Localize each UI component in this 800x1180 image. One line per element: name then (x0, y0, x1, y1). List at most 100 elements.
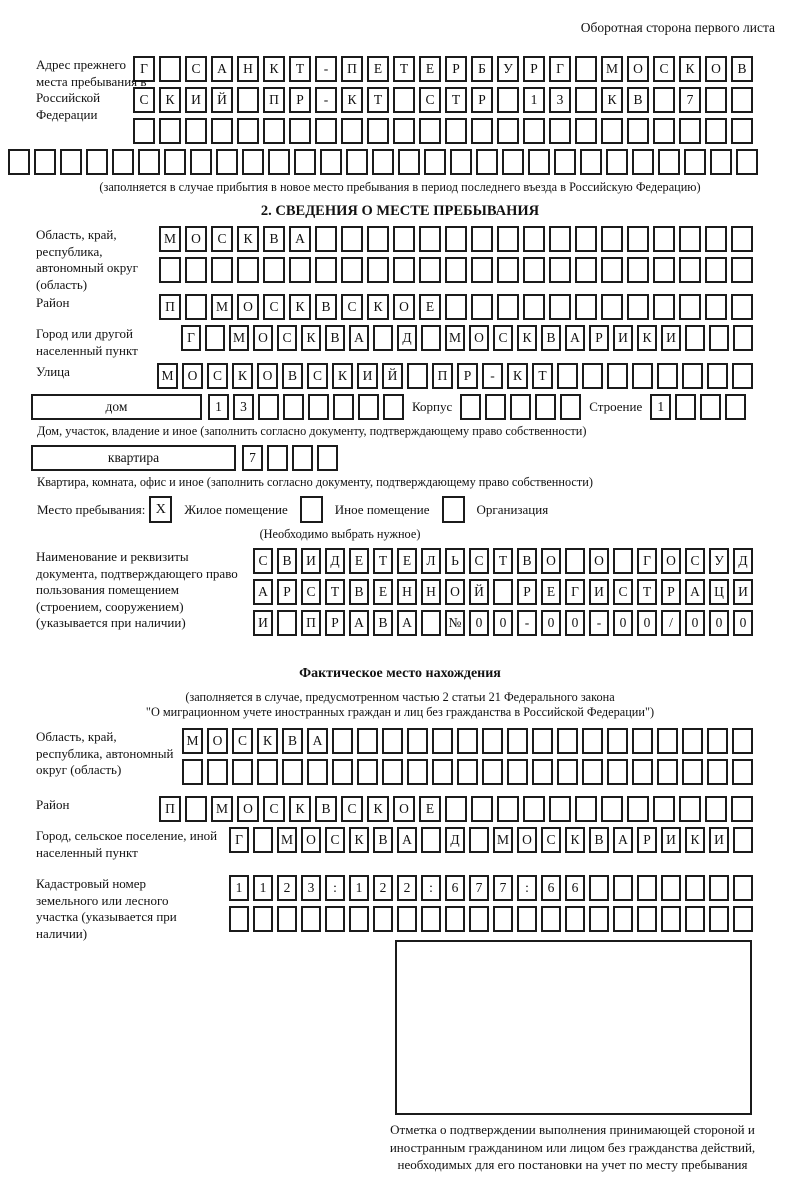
char-box[interactable]: Т (393, 56, 415, 82)
confirmation-stamp-box[interactable] (395, 940, 752, 1115)
char-box[interactable] (528, 149, 550, 175)
char-box[interactable]: У (497, 56, 519, 82)
char-box[interactable] (349, 906, 369, 932)
char-box[interactable] (613, 548, 633, 574)
char-box[interactable]: П (432, 363, 453, 389)
char-box[interactable] (554, 149, 576, 175)
char-box[interactable] (532, 759, 553, 785)
char-box[interactable]: К (637, 325, 657, 351)
char-box[interactable] (731, 294, 753, 320)
char-box[interactable] (517, 906, 537, 932)
char-box[interactable]: В (282, 363, 303, 389)
char-box[interactable]: П (263, 87, 285, 113)
char-box[interactable] (601, 294, 623, 320)
char-box[interactable]: Г (565, 579, 585, 605)
char-box[interactable]: К (367, 294, 389, 320)
char-box[interactable] (502, 149, 524, 175)
char-box[interactable]: Т (289, 56, 311, 82)
char-box[interactable]: 3 (301, 875, 321, 901)
char-box[interactable] (580, 149, 602, 175)
char-box[interactable] (471, 226, 493, 252)
char-box[interactable]: Т (532, 363, 553, 389)
char-box[interactable] (601, 118, 623, 144)
char-box[interactable]: Р (637, 827, 657, 853)
char-box[interactable]: Е (397, 548, 417, 574)
char-box[interactable] (333, 394, 354, 420)
char-box[interactable] (367, 118, 389, 144)
char-box[interactable]: В (731, 56, 753, 82)
char-box[interactable]: Р (517, 579, 537, 605)
char-box[interactable] (282, 759, 303, 785)
char-box[interactable]: С (493, 325, 513, 351)
char-box[interactable] (393, 118, 415, 144)
char-box[interactable] (445, 294, 467, 320)
char-box[interactable]: Р (523, 56, 545, 82)
char-box[interactable] (627, 294, 649, 320)
char-box[interactable] (637, 906, 657, 932)
char-box[interactable] (606, 149, 628, 175)
char-box[interactable] (182, 759, 203, 785)
char-box[interactable] (653, 118, 675, 144)
char-box[interactable]: К (367, 796, 389, 822)
char-box[interactable] (601, 796, 623, 822)
char-box[interactable]: С (133, 87, 155, 113)
char-box[interactable] (732, 759, 753, 785)
char-box[interactable]: 1 (650, 394, 672, 420)
char-box[interactable]: В (517, 548, 537, 574)
char-box[interactable]: А (613, 827, 633, 853)
char-box[interactable]: А (289, 226, 311, 252)
char-box[interactable]: С (307, 363, 328, 389)
char-box[interactable]: Г (637, 548, 657, 574)
char-box[interactable]: С (277, 325, 297, 351)
char-box[interactable] (653, 796, 675, 822)
char-box[interactable]: Р (445, 56, 467, 82)
char-box[interactable] (541, 906, 561, 932)
char-box[interactable] (575, 294, 597, 320)
char-box[interactable] (367, 257, 389, 283)
char-box[interactable] (469, 827, 489, 853)
char-box[interactable] (607, 759, 628, 785)
char-box[interactable] (653, 294, 675, 320)
char-box[interactable] (565, 548, 585, 574)
char-box[interactable]: В (315, 294, 337, 320)
char-box[interactable]: М (601, 56, 623, 82)
char-box[interactable] (382, 728, 403, 754)
char-box[interactable]: О (627, 56, 649, 82)
char-box[interactable] (731, 226, 753, 252)
char-box[interactable]: Ь (445, 548, 465, 574)
char-box[interactable]: К (257, 728, 278, 754)
char-box[interactable] (237, 87, 259, 113)
char-box[interactable]: О (207, 728, 228, 754)
char-box[interactable] (497, 87, 519, 113)
char-box[interactable]: С (685, 548, 705, 574)
char-box[interactable] (457, 759, 478, 785)
char-box[interactable]: В (541, 325, 561, 351)
char-box[interactable] (709, 906, 729, 932)
char-box[interactable] (575, 87, 597, 113)
char-box[interactable] (257, 759, 278, 785)
char-box[interactable]: 7 (242, 445, 263, 471)
char-box[interactable]: В (282, 728, 303, 754)
char-box[interactable]: В (325, 325, 345, 351)
char-box[interactable] (736, 149, 758, 175)
char-box[interactable]: 1 (253, 875, 273, 901)
char-box[interactable]: С (185, 56, 207, 82)
char-box[interactable] (320, 149, 342, 175)
char-box[interactable]: Т (367, 87, 389, 113)
char-box[interactable]: Н (397, 579, 417, 605)
char-box[interactable] (682, 759, 703, 785)
char-box[interactable]: С (263, 294, 285, 320)
char-box[interactable] (575, 257, 597, 283)
char-box[interactable] (471, 118, 493, 144)
char-box[interactable]: О (541, 548, 561, 574)
char-box[interactable] (589, 875, 609, 901)
char-box[interactable] (469, 906, 489, 932)
char-box[interactable] (549, 226, 571, 252)
char-box[interactable] (497, 226, 519, 252)
char-box[interactable] (661, 875, 681, 901)
char-box[interactable] (332, 759, 353, 785)
char-box[interactable] (315, 257, 337, 283)
char-box[interactable] (407, 728, 428, 754)
char-box[interactable]: М (182, 728, 203, 754)
char-box[interactable]: И (589, 579, 609, 605)
